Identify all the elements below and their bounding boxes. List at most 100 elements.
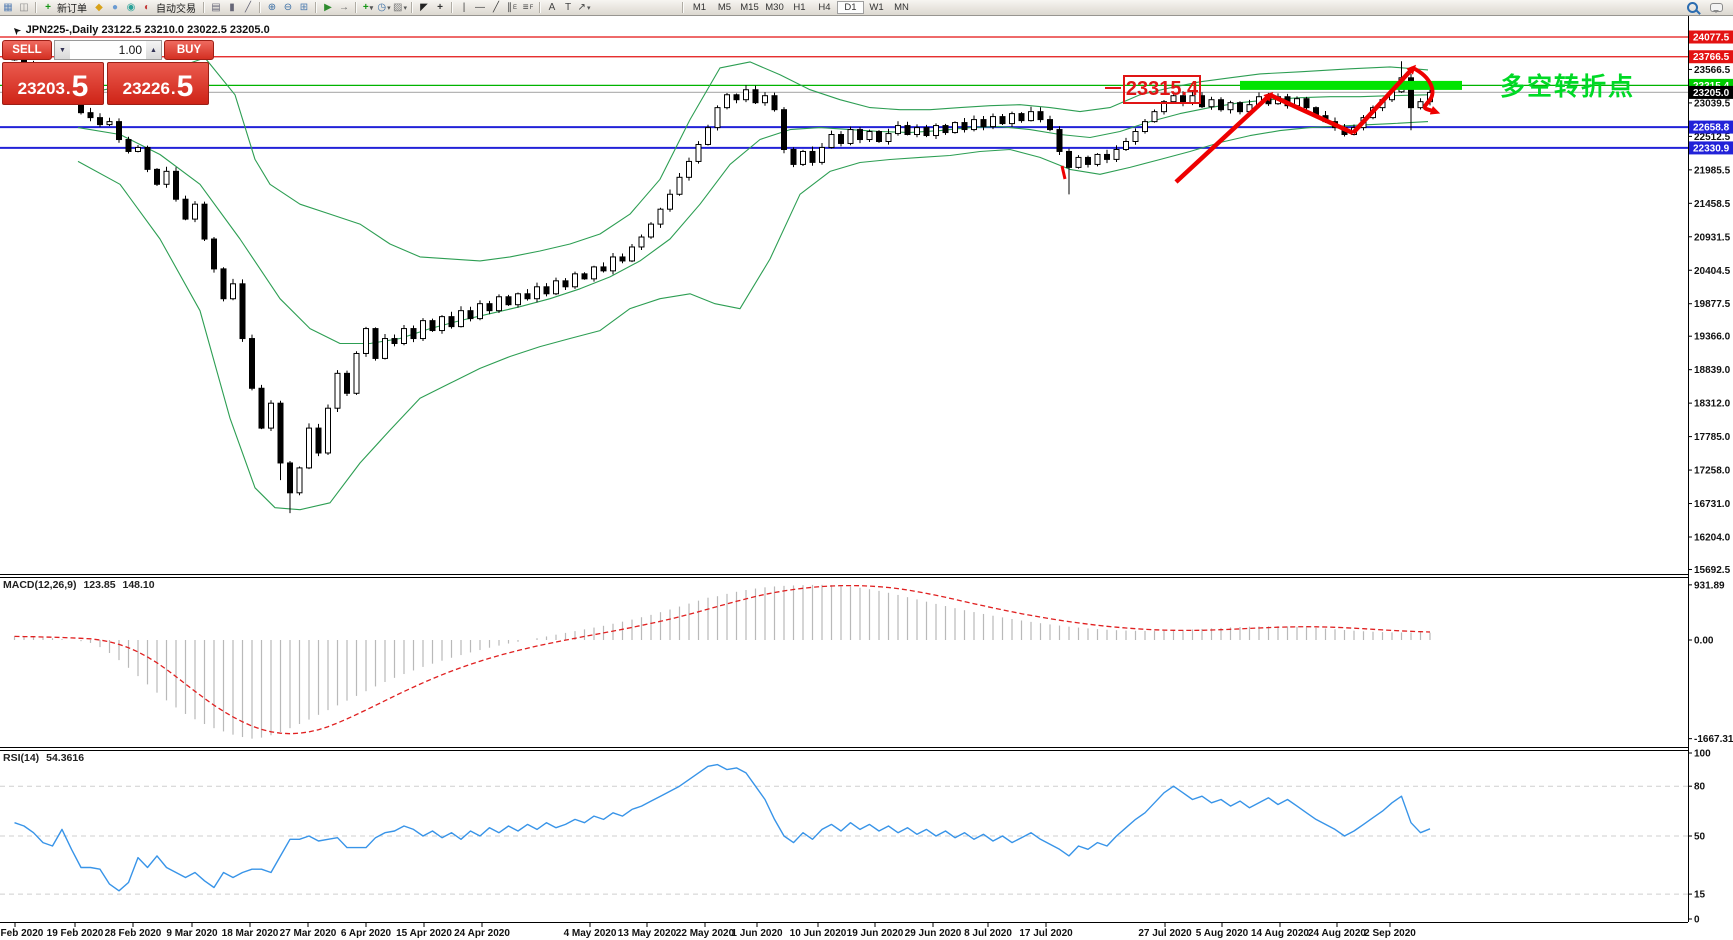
trend-arrow-curl [1412, 66, 1441, 115]
price-axis-label: 15692.5 [1694, 565, 1731, 576]
fibonacci-icon[interactable]: ≡ F [522, 2, 534, 13]
macd-signal-line [14, 584, 1431, 735]
candle-body-bear [600, 266, 607, 272]
chat-icon[interactable] [1710, 3, 1723, 13]
date-axis-label: 18 Mar 2020 [222, 928, 279, 939]
candle-body-bull [1113, 148, 1120, 160]
candle-body-bull [106, 121, 113, 126]
zoom-out-icon[interactable]: ⊖ [283, 2, 293, 13]
candle-body-bear [733, 94, 740, 101]
chart-shift-icon[interactable]: → [339, 2, 349, 13]
bar-chart-icon[interactable]: ▤ [211, 2, 221, 13]
text-label-icon[interactable]: T [564, 2, 572, 13]
toolbar-group-scroll: ▶ → [320, 0, 352, 15]
new-chart-icon[interactable]: ▦ [3, 2, 13, 13]
candle-body-bull [325, 407, 331, 454]
turning-point-annotation: 多空转折点 [1500, 74, 1636, 101]
candle-body-bear [1085, 156, 1091, 165]
candle-body-bear [125, 139, 132, 152]
auto-trading-icon[interactable]: ◐ [143, 2, 151, 13]
dropdown-arrow-icon[interactable]: ▾ [586, 4, 591, 12]
timeframe-m15[interactable]: M15 [740, 2, 759, 13]
one-click-trading-panel: SELL ▼ 1.00 ▲ BUY 23203. 5 23226. 5 [2, 40, 214, 105]
search-icon[interactable] [1687, 2, 1698, 13]
vertical-line-icon[interactable]: | [462, 2, 466, 13]
volume-input[interactable]: 1.00 [118, 43, 142, 57]
auto-trading-label[interactable]: 自动交易 [156, 4, 196, 15]
candle-body-bear [315, 427, 322, 454]
timeframe-h4[interactable]: H4 [818, 2, 831, 13]
candle-body-bear [923, 127, 930, 137]
date-axis-label: 22 May 2020 [676, 928, 735, 939]
macd-axis-label: 931.89 [1694, 580, 1725, 591]
channel-icon[interactable]: ∥ E [506, 2, 517, 13]
navigator-icon[interactable]: ● [111, 2, 119, 13]
candle-body-bear [581, 273, 588, 280]
price-axis-label: 23039.5 [1694, 98, 1731, 109]
candle-body-bull [895, 125, 901, 135]
sell-button[interactable]: SELL [2, 40, 52, 60]
timeframe-m5[interactable]: M5 [717, 2, 732, 13]
trendline-icon[interactable]: ╱ [492, 2, 500, 13]
channel-icon-sub: E [512, 4, 517, 11]
toolbar-group-zoom: ⊕ ⊖ ⊞ [264, 0, 312, 15]
price-axis-label: 16204.0 [1694, 533, 1731, 544]
dropdown-arrow-icon[interactable]: ▾ [403, 4, 407, 12]
timeframe-m1[interactable]: M1 [692, 2, 707, 13]
toolbar-group-insert: + ▾ ◷ ▾ ▨ ▾ [360, 0, 408, 15]
cursor-icon[interactable]: ◤ [420, 2, 428, 13]
dropdown-arrow-icon[interactable]: ▾ [369, 4, 374, 12]
timeframe-w1[interactable]: W1 [869, 2, 884, 13]
timeframe-m30[interactable]: M30 [765, 2, 784, 13]
date-axis-label: 19 Feb 2020 [47, 928, 104, 939]
timeframe-mn[interactable]: MN [894, 2, 909, 13]
zoom-in-icon[interactable]: ⊕ [267, 2, 277, 13]
volume-decrease-button[interactable]: ▼ [55, 41, 70, 59]
candle-body-bear [876, 131, 882, 142]
horizontal-line-icon[interactable]: — [475, 2, 485, 13]
candle-body-bear [961, 122, 968, 131]
bid-price-display[interactable]: 23203. 5 [2, 62, 104, 105]
candle-body-bull [306, 427, 312, 469]
dropdown-arrow-icon[interactable]: ▾ [387, 4, 391, 12]
new-order-label[interactable]: 新订单 [57, 4, 87, 15]
arrows-icon[interactable]: ↗ ▾ [577, 2, 591, 13]
crosshair-icon[interactable]: + [437, 2, 443, 13]
timeframe-h1[interactable]: H1 [793, 2, 806, 13]
volume-stepper: ▼ 1.00 ▲ [54, 40, 162, 60]
candle-chart-icon[interactable]: ▮ [229, 2, 235, 13]
candle-body-bull [705, 127, 711, 145]
fibonacci-icon-sub: F [529, 4, 534, 11]
rsi-axis-label: 50 [1694, 832, 1706, 843]
templates-icon[interactable]: ▨ ▾ [393, 2, 407, 13]
rsi-indicator-label: RSI(14) 54.3616 [3, 752, 88, 764]
candle-body-bull [952, 122, 958, 134]
line-chart-icon[interactable]: ╱ [244, 2, 252, 13]
candle-body-bear [154, 168, 160, 185]
signals-icon[interactable]: ◉ [126, 2, 136, 13]
auto-scroll-icon[interactable]: ▶ [324, 2, 332, 13]
candle-body-bull [914, 127, 920, 136]
profiles-icon[interactable]: ◫ [19, 2, 29, 13]
candle-body-bear [144, 146, 151, 170]
ask-price-display[interactable]: 23226. 5 [107, 62, 209, 105]
candle-body-bull [363, 328, 369, 354]
candle-body-bear [524, 293, 531, 300]
indicators-icon[interactable]: + ▾ [362, 2, 374, 13]
toolbar-separator [259, 2, 261, 13]
text-icon[interactable]: A [548, 2, 556, 13]
date-axis-label: 15 Apr 2020 [396, 928, 452, 939]
candle-body-bull [230, 283, 236, 300]
date-axis-label: 13 May 2020 [618, 928, 677, 939]
volume-increase-button[interactable]: ▲ [146, 41, 161, 59]
market-watch-icon[interactable]: ◆ [95, 2, 103, 13]
price-axis-label: 21985.5 [1694, 165, 1731, 176]
timeframe-d1[interactable]: D1 [837, 1, 864, 14]
periods-icon[interactable]: ◷ ▾ [377, 2, 391, 13]
tile-windows-icon[interactable]: ⊞ [299, 2, 309, 13]
new-order-icon[interactable]: + [45, 2, 51, 13]
buy-button[interactable]: BUY [164, 40, 214, 60]
candle-body-bear [1037, 111, 1044, 121]
chart-info-line: ➤ JPN225-,Daily 23122.5 23210.0 23022.5 … [10, 24, 269, 37]
